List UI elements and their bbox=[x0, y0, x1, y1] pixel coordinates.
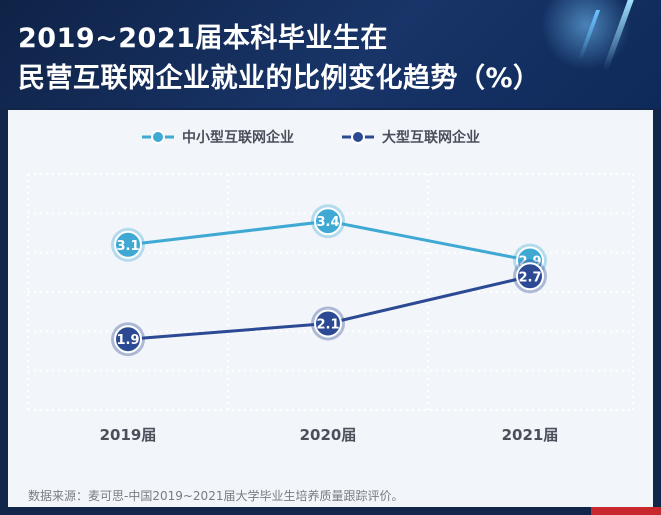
data-label: 2.7 bbox=[518, 270, 541, 285]
legend-swatch-marker bbox=[151, 130, 165, 144]
chart-title-line-2: 民营互联网企业就业的比例变化趋势（%） bbox=[18, 63, 541, 94]
data-point bbox=[516, 262, 544, 291]
header-banner: 2019~2021届本科毕业生在 民营互联网企业就业的比例变化趋势（%） bbox=[0, 0, 661, 108]
legend-label: 大型互联网企业 bbox=[382, 129, 480, 146]
data-point bbox=[114, 325, 142, 354]
data-point bbox=[314, 309, 342, 338]
legend-label: 中小型互联网企业 bbox=[182, 129, 294, 146]
data-label: 2.1 bbox=[316, 317, 339, 332]
data-label: 3.4 bbox=[316, 215, 339, 230]
x-tick-label: 2020届 bbox=[300, 426, 357, 444]
data-label: 3.1 bbox=[116, 239, 139, 254]
data-source-note: 数据来源：麦可思-中国2019~2021届大学毕业生培养质量跟踪评价。 bbox=[28, 489, 404, 503]
data-label: 1.9 bbox=[116, 333, 139, 348]
x-tick-label: 2021届 bbox=[502, 426, 559, 444]
chart-title-line-1: 2019~2021届本科毕业生在 bbox=[18, 23, 388, 54]
bottom-bar bbox=[0, 507, 661, 515]
x-tick-label: 2019届 bbox=[100, 426, 157, 444]
data-point bbox=[114, 230, 142, 259]
data-point bbox=[314, 207, 342, 236]
accent-stripe bbox=[591, 507, 661, 515]
legend-swatch-marker bbox=[351, 130, 365, 144]
chart-panel: 中小型互联网企业 大型互联网企业 3.1 3.4 2.9 1.9 2.1 2.7 2019届 20… bbox=[8, 110, 653, 507]
